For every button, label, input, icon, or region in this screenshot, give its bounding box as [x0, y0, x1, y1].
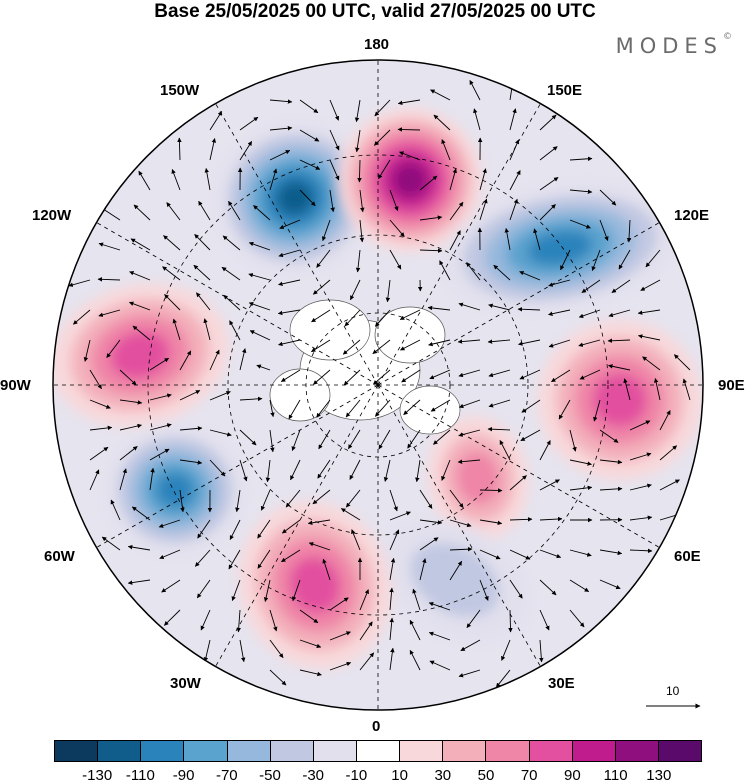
wind-vector — [359, 160, 360, 182]
lon-label-150w: 150W — [160, 82, 199, 99]
colorbar-segment — [616, 741, 659, 761]
lon-label-120w: 120W — [32, 207, 71, 224]
colorbar — [54, 740, 702, 762]
colorbar-tick-label: -50 — [259, 767, 281, 784]
colorbar-segment — [141, 741, 184, 761]
lon-label-120e: 120E — [674, 207, 709, 224]
colorbar-segment — [55, 741, 98, 761]
lon-label-90e: 90E — [718, 377, 745, 394]
colorbar-tick-label: -30 — [302, 767, 324, 784]
colorbar-tick-label: -130 — [82, 767, 112, 784]
lon-label-60e: 60E — [674, 548, 701, 565]
colorbar-segment — [659, 741, 701, 761]
lon-label-90w: 90W — [0, 377, 31, 394]
colorbar-tick-label: 110 — [604, 767, 628, 784]
colorbar-tick-label: 90 — [564, 767, 581, 784]
lon-label-180: 180 — [364, 36, 389, 53]
arctic-landmass — [290, 300, 370, 360]
wind-vector — [398, 129, 420, 130]
colorbar-tick-label: 70 — [521, 767, 538, 784]
colorbar-segment — [357, 741, 400, 761]
colorbar-tick-label: -70 — [216, 767, 238, 784]
colorbar-segment — [573, 741, 616, 761]
colorbar-tick-label: 130 — [646, 767, 671, 784]
colorbar-tick-label: 10 — [391, 767, 408, 784]
colorbar-segment — [184, 741, 227, 761]
lon-label-150e: 150E — [547, 82, 582, 99]
arctic-landmass — [270, 369, 330, 421]
colorbar-tick-label: 30 — [434, 767, 451, 784]
anomaly-contour — [393, 163, 426, 196]
colorbar-tick-label: -110 — [126, 767, 155, 784]
lon-label-30w: 30W — [170, 675, 201, 692]
lon-label-0: 0 — [372, 718, 380, 735]
anomaly-contour — [593, 373, 648, 426]
colorbar-segment — [486, 741, 529, 761]
colorbar-segment — [98, 741, 141, 761]
lon-label-30e: 30E — [548, 675, 575, 692]
reference-vector-value: 10 — [666, 684, 679, 698]
colorbar-tick-label: 50 — [478, 767, 495, 784]
colorbar-segment — [443, 741, 486, 761]
colorbar-tick-label: -90 — [173, 767, 195, 784]
colorbar-tick-label: -10 — [346, 767, 368, 784]
colorbar-segment — [314, 741, 357, 761]
colorbar-segment — [400, 741, 443, 761]
wind-vector — [510, 610, 511, 632]
wind-vector — [480, 490, 502, 491]
colorbar-segment — [271, 741, 314, 761]
colorbar-segment — [228, 741, 271, 761]
lon-label-60w: 60W — [44, 548, 75, 565]
colorbar-segment — [530, 741, 573, 761]
